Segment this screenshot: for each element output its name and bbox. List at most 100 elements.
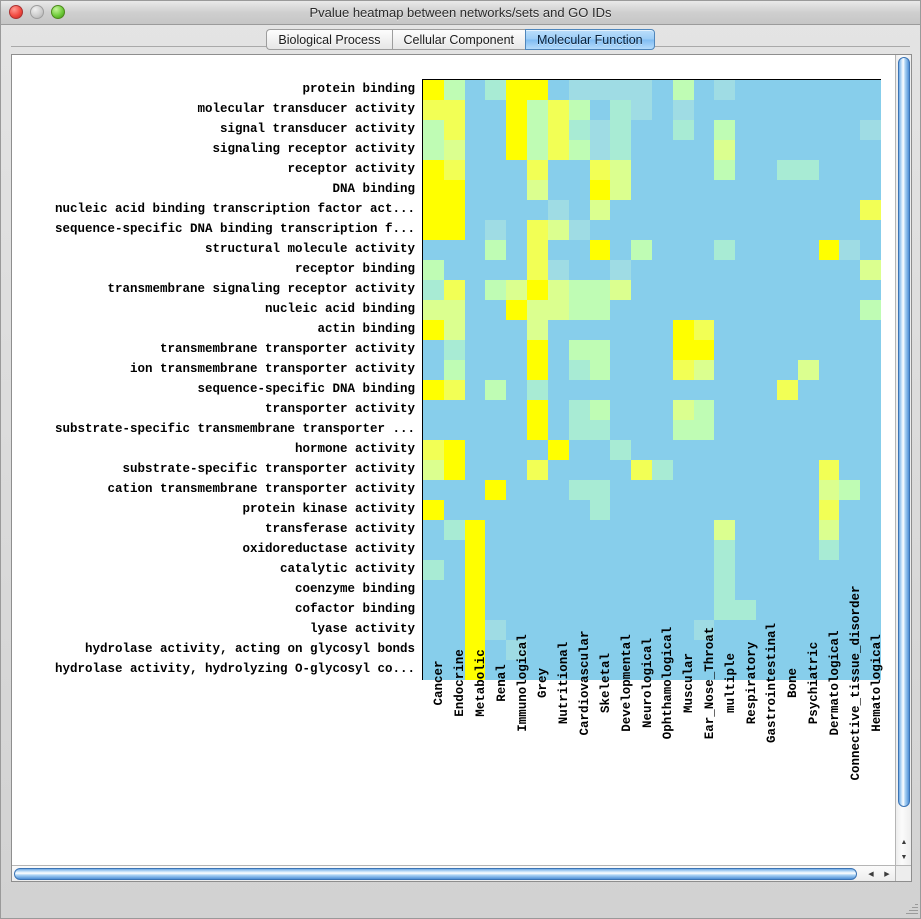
heatmap-cell[interactable] bbox=[714, 400, 736, 420]
heatmap-cell[interactable] bbox=[443, 240, 465, 260]
heatmap-cell[interactable] bbox=[776, 280, 798, 300]
heatmap-cell[interactable] bbox=[860, 600, 881, 620]
heatmap-cell[interactable] bbox=[527, 200, 548, 220]
heatmap-cell[interactable] bbox=[839, 160, 861, 180]
heatmap-cell[interactable] bbox=[568, 600, 590, 620]
heatmap-cell[interactable] bbox=[568, 480, 590, 500]
heatmap-cell[interactable] bbox=[776, 540, 798, 560]
heatmap-cell[interactable] bbox=[589, 460, 611, 480]
heatmap-cell[interactable] bbox=[672, 600, 694, 620]
heatmap-cell[interactable] bbox=[776, 360, 798, 380]
heatmap-cell[interactable] bbox=[631, 420, 652, 440]
heatmap-cell[interactable] bbox=[818, 560, 840, 580]
scroll-up-icon[interactable]: ▲ bbox=[900, 839, 908, 846]
heatmap-cell[interactable] bbox=[776, 240, 798, 260]
heatmap-cell[interactable] bbox=[756, 260, 777, 280]
heatmap-cell[interactable] bbox=[652, 320, 673, 340]
heatmap-cell[interactable] bbox=[714, 440, 736, 460]
minimize-button-icon[interactable] bbox=[30, 5, 44, 19]
heatmap-cell[interactable] bbox=[485, 360, 507, 380]
heatmap-cell[interactable] bbox=[839, 180, 861, 200]
heatmap-cell[interactable] bbox=[423, 140, 444, 160]
heatmap-cell[interactable] bbox=[860, 220, 881, 240]
heatmap-cell[interactable] bbox=[860, 500, 881, 520]
tab-biological-process[interactable]: Biological Process bbox=[266, 28, 392, 50]
heatmap-cell[interactable] bbox=[485, 180, 507, 200]
heatmap-cell[interactable] bbox=[464, 660, 486, 680]
heatmap-cell[interactable] bbox=[652, 160, 673, 180]
heatmap-cell[interactable] bbox=[547, 360, 569, 380]
heatmap-cell[interactable] bbox=[652, 440, 673, 460]
heatmap-cell[interactable] bbox=[443, 500, 465, 520]
heatmap-cell[interactable] bbox=[506, 500, 528, 520]
heatmap-cell[interactable] bbox=[527, 180, 548, 200]
heatmap-cell[interactable] bbox=[693, 120, 715, 140]
heatmap-cell[interactable] bbox=[527, 320, 548, 340]
heatmap-cell[interactable] bbox=[797, 360, 819, 380]
heatmap-cell[interactable] bbox=[464, 220, 486, 240]
heatmap-cell[interactable] bbox=[693, 140, 715, 160]
heatmap-cell[interactable] bbox=[443, 560, 465, 580]
heatmap-cell[interactable] bbox=[652, 80, 673, 100]
heatmap-cell[interactable] bbox=[443, 480, 465, 500]
heatmap-cell[interactable] bbox=[756, 640, 777, 660]
heatmap-cell[interactable] bbox=[797, 440, 819, 460]
heatmap-cell[interactable] bbox=[443, 420, 465, 440]
heatmap-cell[interactable] bbox=[464, 420, 486, 440]
heatmap-cell[interactable] bbox=[485, 120, 507, 140]
heatmap-cell[interactable] bbox=[756, 580, 777, 600]
heatmap-cell[interactable] bbox=[714, 320, 736, 340]
heatmap-cell[interactable] bbox=[797, 400, 819, 420]
heatmap-cell[interactable] bbox=[672, 620, 694, 640]
heatmap-cell[interactable] bbox=[860, 380, 881, 400]
heatmap-cell[interactable] bbox=[610, 660, 632, 680]
heatmap-cell[interactable] bbox=[423, 200, 444, 220]
heatmap-cell[interactable] bbox=[797, 160, 819, 180]
heatmap-cell[interactable] bbox=[568, 120, 590, 140]
heatmap-cell[interactable] bbox=[547, 600, 569, 620]
heatmap-cell[interactable] bbox=[756, 440, 777, 460]
heatmap-cell[interactable] bbox=[714, 360, 736, 380]
heatmap-cell[interactable] bbox=[423, 160, 444, 180]
heatmap-cell[interactable] bbox=[631, 260, 652, 280]
heatmap-cell[interactable] bbox=[631, 300, 652, 320]
heatmap-cell[interactable] bbox=[589, 320, 611, 340]
heatmap-cell[interactable] bbox=[423, 660, 444, 680]
heatmap-cell[interactable] bbox=[860, 620, 881, 640]
heatmap-cell[interactable] bbox=[818, 540, 840, 560]
heatmap-cell[interactable] bbox=[568, 560, 590, 580]
heatmap-cell[interactable] bbox=[547, 340, 569, 360]
heatmap-cell[interactable] bbox=[423, 460, 444, 480]
heatmap-cell[interactable] bbox=[610, 280, 632, 300]
heatmap-cell[interactable] bbox=[464, 380, 486, 400]
heatmap-cell[interactable] bbox=[443, 120, 465, 140]
heatmap-cell[interactable] bbox=[693, 260, 715, 280]
heatmap-cell[interactable] bbox=[610, 380, 632, 400]
heatmap-cell[interactable] bbox=[631, 100, 652, 120]
heatmap-cell[interactable] bbox=[527, 620, 548, 640]
heatmap-cell[interactable] bbox=[776, 120, 798, 140]
heatmap-cell[interactable] bbox=[839, 500, 861, 520]
heatmap-cell[interactable] bbox=[464, 140, 486, 160]
heatmap-cell[interactable] bbox=[589, 500, 611, 520]
heatmap-cell[interactable] bbox=[589, 220, 611, 240]
heatmap-cell[interactable] bbox=[797, 300, 819, 320]
heatmap-cell[interactable] bbox=[423, 320, 444, 340]
heatmap-cell[interactable] bbox=[672, 320, 694, 340]
heatmap-cell[interactable] bbox=[527, 500, 548, 520]
heatmap-cell[interactable] bbox=[485, 480, 507, 500]
heatmap-cell[interactable] bbox=[672, 300, 694, 320]
heatmap-cell[interactable] bbox=[547, 500, 569, 520]
heatmap-cell[interactable] bbox=[714, 300, 736, 320]
heatmap-cell[interactable] bbox=[631, 460, 652, 480]
heatmap-cell[interactable] bbox=[818, 660, 840, 680]
heatmap-cell[interactable] bbox=[506, 660, 528, 680]
heatmap-cell[interactable] bbox=[797, 640, 819, 660]
heatmap-cell[interactable] bbox=[589, 120, 611, 140]
heatmap-cell[interactable] bbox=[693, 360, 715, 380]
heatmap-cell[interactable] bbox=[506, 260, 528, 280]
heatmap-cell[interactable] bbox=[547, 520, 569, 540]
heatmap-cell[interactable] bbox=[776, 420, 798, 440]
heatmap-cell[interactable] bbox=[860, 320, 881, 340]
heatmap-cell[interactable] bbox=[735, 100, 757, 120]
